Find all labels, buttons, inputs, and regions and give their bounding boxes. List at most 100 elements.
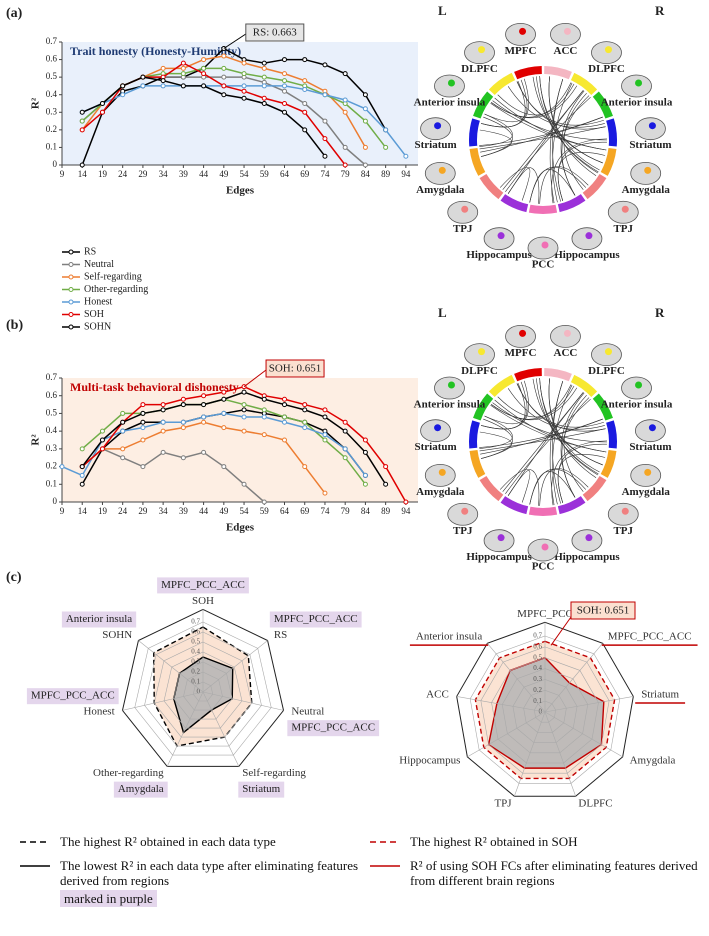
legend-label: Self-regarding: [84, 271, 142, 282]
region-label: Amygdala: [622, 486, 671, 498]
chord: [484, 381, 528, 425]
data-point: [322, 62, 328, 68]
ring-segment: [469, 449, 486, 478]
brain-icon: [571, 227, 603, 251]
region-tag: Anterior insula: [61, 611, 137, 628]
chord: [563, 92, 587, 190]
brain-region-spot: [519, 329, 527, 337]
ring-segment: [600, 449, 617, 478]
radial-tick-label: 0: [539, 708, 543, 716]
data-point: [221, 92, 227, 98]
x-tick-label: 94: [401, 169, 411, 179]
brain-icon: [447, 502, 479, 526]
region-label: Amygdala: [416, 486, 465, 498]
x-tick-label: 24: [118, 169, 128, 179]
chord: [479, 129, 513, 157]
data-point: [362, 144, 368, 150]
data-point: [261, 101, 267, 106]
brain-region-spot: [644, 166, 652, 174]
x-tick-label: 14: [78, 506, 88, 516]
data-point: [241, 407, 247, 413]
brain-icon: [424, 161, 456, 185]
ring-segment: [582, 475, 607, 502]
chord: [491, 387, 578, 420]
data-point: [241, 71, 247, 77]
data-point: [201, 57, 207, 63]
ring-segment: [500, 193, 529, 213]
data-point: [282, 419, 287, 425]
x-tick-label: 69: [300, 169, 310, 179]
data-point: [261, 396, 267, 402]
axis-label: SOHN: [102, 629, 132, 641]
legend-marker: [68, 249, 74, 255]
x-tick-label: 19: [98, 506, 108, 516]
brain-region-spot: [635, 381, 643, 389]
ring-segment: [488, 72, 516, 96]
x-tick-label: 69: [300, 506, 310, 516]
x-tick-label: 74: [320, 506, 330, 516]
data-point: [79, 109, 85, 115]
data-point: [241, 402, 247, 408]
data-point: [383, 127, 389, 133]
data-point: [302, 464, 308, 470]
ring-segment: [479, 173, 504, 200]
chord: [539, 166, 589, 204]
x-tick-label: 44: [199, 506, 209, 516]
outer-frame: [121, 608, 285, 767]
y-tick-label: 0.2: [46, 461, 57, 471]
x-tick-label: 34: [159, 506, 169, 516]
data-point: [322, 136, 328, 142]
x-tick-label: 29: [138, 169, 148, 179]
data-point: [180, 419, 186, 425]
spoke: [138, 640, 204, 693]
annotation-text: SOH: 0.651: [577, 605, 630, 617]
data-point: [241, 428, 247, 434]
chord: [492, 100, 608, 141]
data-point: [282, 71, 287, 77]
chord: [563, 394, 587, 492]
axis-label: Self-regarding: [242, 767, 306, 779]
data-point: [201, 402, 207, 408]
radial-grid: [533, 700, 557, 723]
chord: [507, 168, 531, 201]
data-point: [241, 414, 247, 420]
x-tick-label: 14: [78, 169, 88, 179]
data-point: [302, 109, 308, 115]
brain-icon: [447, 200, 479, 224]
ring-segment: [606, 118, 617, 147]
brain-region-spot: [541, 241, 549, 249]
region-tag-box: [269, 611, 362, 628]
x-tick-label: 9: [60, 506, 65, 516]
brain-region-spot: [438, 468, 446, 476]
chord: [502, 392, 584, 492]
legend-label: RS: [84, 246, 96, 257]
x-axis-label: Edges: [226, 522, 255, 534]
region-label: ACC: [554, 347, 578, 359]
x-tick-label: 24: [118, 506, 128, 516]
ring-segment: [600, 147, 617, 176]
data-point: [140, 425, 146, 431]
chart-title: Multi-task behavioral dishonesty: [70, 380, 239, 394]
y-tick-label: 0.7: [46, 36, 58, 46]
data-point: [120, 410, 126, 416]
region-label: MPFC: [505, 347, 537, 359]
brain-region-spot: [563, 329, 571, 337]
region-label: DLPFC: [588, 63, 625, 75]
data-point: [322, 432, 328, 438]
panel-label: (a): [6, 6, 23, 21]
chord: [549, 79, 564, 204]
y-axis-label: R²: [30, 434, 42, 446]
region-label: MPFC: [505, 45, 537, 57]
data-point: [362, 437, 368, 443]
brain-region-spot: [604, 348, 612, 356]
radial-grid: [512, 679, 578, 743]
region-label: ACC: [554, 45, 578, 57]
data-point: [302, 78, 308, 84]
x-tick-label: 84: [361, 506, 371, 516]
data-point: [362, 472, 368, 478]
brain-icon: [505, 324, 536, 348]
data-point: [282, 396, 287, 402]
data-point: [99, 446, 105, 452]
y-tick-label: 0: [53, 496, 58, 506]
data-point: [221, 396, 227, 402]
